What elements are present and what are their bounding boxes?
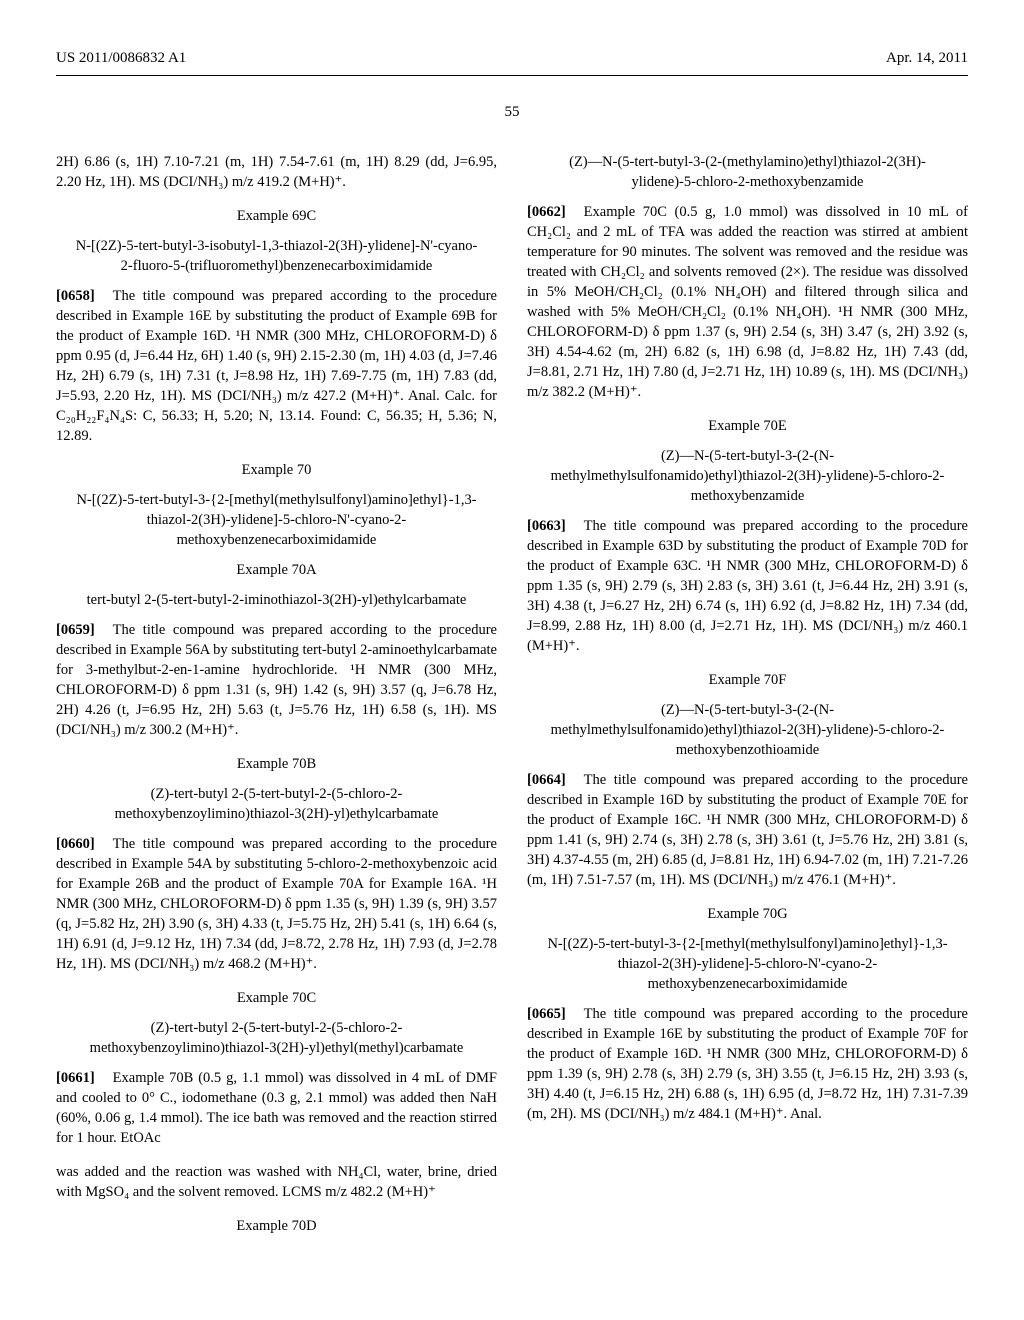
pub-number: US 2011/0086832 A1 bbox=[56, 48, 186, 69]
para-text: The title compound was prepared accordin… bbox=[56, 836, 497, 972]
example-subtitle: (Z)—N-(5-tert-butyl-3-(2-(N-methylmethyl… bbox=[527, 700, 968, 760]
para-number: [0664] bbox=[527, 772, 566, 788]
para-number: [0662] bbox=[527, 204, 566, 220]
paragraph: [0660]The title compound was prepared ac… bbox=[56, 834, 497, 974]
paragraph: [0664]The title compound was prepared ac… bbox=[527, 770, 968, 890]
para-number: [0658] bbox=[56, 288, 95, 304]
para-text: The title compound was prepared accordin… bbox=[527, 1006, 968, 1122]
para-number: [0659] bbox=[56, 622, 95, 638]
example-subtitle: (Z)—N-(5-tert-butyl-3-(2-(N-methylmethyl… bbox=[527, 446, 968, 506]
page-number: 55 bbox=[56, 102, 968, 123]
example-subtitle: (Z)—N-(5-tert-butyl-3-(2-(methylamino)et… bbox=[527, 152, 968, 192]
example-subtitle: (Z)-tert-butyl 2-(5-tert-butyl-2-(5-chlo… bbox=[56, 784, 497, 824]
example-title: Example 70E bbox=[527, 416, 968, 436]
example-subtitle: N-[(2Z)-5-tert-butyl-3-{2-[methyl(methyl… bbox=[56, 490, 497, 550]
para-text: Example 70C (0.5 g, 1.0 mmol) was dissol… bbox=[527, 204, 968, 400]
para-text: The title compound was prepared accordin… bbox=[56, 288, 497, 444]
example-title: Example 70F bbox=[527, 670, 968, 690]
example-title: Example 70C bbox=[56, 988, 497, 1008]
continuation-fragment: 2H) 6.86 (s, 1H) 7.10-7.21 (m, 1H) 7.54-… bbox=[56, 152, 497, 192]
pub-date: Apr. 14, 2011 bbox=[886, 48, 968, 69]
example-title: Example 70B bbox=[56, 754, 497, 774]
page-header: US 2011/0086832 A1 Apr. 14, 2011 bbox=[56, 48, 968, 69]
example-title: Example 70 bbox=[56, 460, 497, 480]
para-text: The title compound was prepared accordin… bbox=[527, 518, 968, 654]
continuation-fragment: was added and the reaction was washed wi… bbox=[56, 1162, 497, 1202]
example-title: Example 69C bbox=[56, 206, 497, 226]
example-subtitle: (Z)-tert-butyl 2-(5-tert-butyl-2-(5-chlo… bbox=[56, 1018, 497, 1058]
para-text: The title compound was prepared accordin… bbox=[527, 772, 968, 888]
paragraph: [0665]The title compound was prepared ac… bbox=[527, 1004, 968, 1124]
paragraph: [0662]Example 70C (0.5 g, 1.0 mmol) was … bbox=[527, 202, 968, 402]
example-subtitle: N-[(2Z)-5-tert-butyl-3-{2-[methyl(methyl… bbox=[527, 934, 968, 994]
paragraph: [0659]The title compound was prepared ac… bbox=[56, 620, 497, 740]
para-text: Example 70B (0.5 g, 1.1 mmol) was dissol… bbox=[56, 1070, 497, 1146]
paragraph: [0663]The title compound was prepared ac… bbox=[527, 516, 968, 656]
example-title: Example 70G bbox=[527, 904, 968, 924]
body-columns: 2H) 6.86 (s, 1H) 7.10-7.21 (m, 1H) 7.54-… bbox=[56, 152, 968, 1252]
para-number: [0661] bbox=[56, 1070, 95, 1086]
paragraph: [0658]The title compound was prepared ac… bbox=[56, 286, 497, 446]
example-subtitle: N-[(2Z)-5-tert-butyl-3-isobutyl-1,3-thia… bbox=[56, 236, 497, 276]
header-rule bbox=[56, 75, 968, 76]
paragraph: [0661]Example 70B (0.5 g, 1.1 mmol) was … bbox=[56, 1068, 497, 1148]
para-text: The title compound was prepared accordin… bbox=[56, 622, 497, 738]
example-title: Example 70D bbox=[56, 1216, 497, 1236]
example-subtitle: tert-butyl 2-(5-tert-butyl-2-iminothiazo… bbox=[56, 590, 497, 610]
para-number: [0660] bbox=[56, 836, 95, 852]
example-title: Example 70A bbox=[56, 560, 497, 580]
para-number: [0663] bbox=[527, 518, 566, 534]
para-number: [0665] bbox=[527, 1006, 566, 1022]
